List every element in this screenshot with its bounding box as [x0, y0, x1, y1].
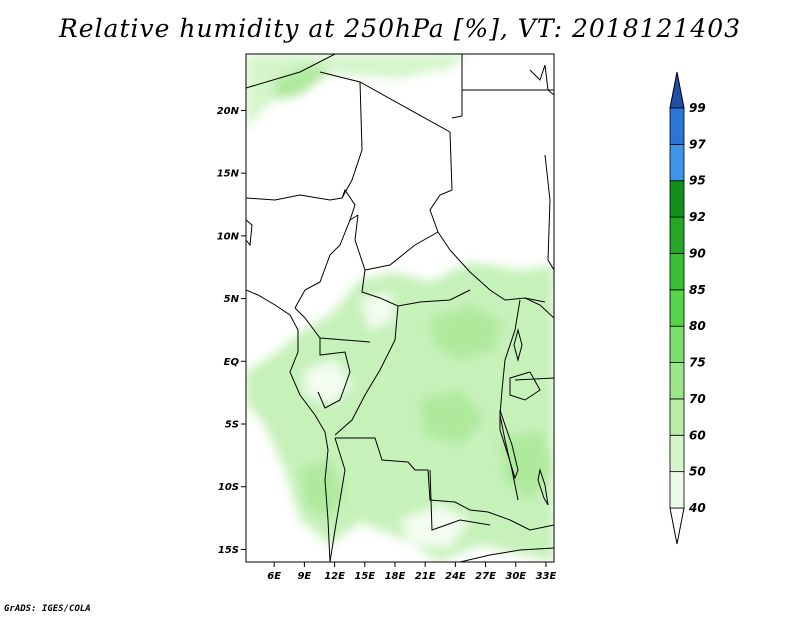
colorbar-segment	[669, 216, 685, 254]
coastline-west	[246, 289, 331, 562]
colorbar-segment	[669, 362, 685, 400]
border-tanzania	[514, 377, 554, 381]
border-sudan-ethiopia	[544, 154, 554, 271]
colorbar-segment	[669, 398, 685, 436]
lake-albert	[513, 328, 523, 362]
lake-tanganyika	[499, 409, 519, 480]
lat-tick-label: 10S	[218, 482, 239, 493]
colorbar-level-label: 99	[689, 101, 706, 115]
lat-tick-label: 5N	[224, 294, 240, 305]
border-chad-car	[354, 214, 439, 271]
humidity-field	[246, 54, 554, 562]
grads-credit: GrADS: IGES/COLA	[4, 604, 91, 614]
colorbar-level-label: 90	[689, 246, 706, 260]
border-nigeria-cameroon	[294, 219, 351, 309]
colorbar-level-label: 60	[689, 428, 706, 442]
humidity-area-gap-3	[360, 292, 395, 330]
border-niger-chad	[341, 81, 363, 199]
colorbar-level-label: 40	[688, 501, 706, 515]
colorbar-level-label: 70	[689, 392, 706, 406]
border-congo-drc	[334, 305, 399, 436]
colorbar-segment	[669, 253, 685, 291]
humidity-area-central	[246, 262, 554, 562]
colorbar-level-label: 92	[689, 210, 706, 224]
humidity-area-gap-1	[305, 360, 352, 405]
colorbar-segment	[669, 434, 685, 473]
border-zambia-malawi	[487, 511, 554, 531]
longitude-axis: 6E 9E 12E 15E 18E 21E 24E 27E 30E 33E	[267, 562, 556, 582]
humidity-area-high-5	[275, 65, 330, 100]
lat-tick-label: 15S	[218, 545, 239, 556]
colorbar-level-label: 95	[689, 174, 706, 188]
lat-tick-label: 5S	[225, 420, 239, 431]
red-sea-coast	[529, 64, 554, 96]
border-angola-namibia	[329, 437, 346, 562]
border-drc-angola	[335, 437, 489, 513]
lon-tick-label: 33E	[536, 571, 557, 582]
colorbar-legend: 40 50 60 70 75 80 85 90 92 95 97 99	[669, 71, 706, 545]
border-niger-nigeria	[246, 194, 343, 201]
colorbar-min-arrow	[669, 507, 685, 545]
latitude-axis: 20N 15N 10N 5N EQ 5S 10S 15S	[217, 106, 246, 556]
colorbar-level-label: 85	[689, 283, 706, 297]
lon-tick-label: 6E	[267, 571, 281, 582]
lon-tick-label: 24E	[445, 571, 466, 582]
border-lake-chad	[341, 188, 359, 222]
colorbar-level-label: 97	[689, 137, 706, 151]
colorbar-segment	[669, 289, 685, 327]
humidity-area-high-2	[420, 390, 485, 445]
border-chad-sudan	[429, 189, 453, 233]
lat-tick-label: 20N	[217, 106, 240, 117]
lat-tick-label: 10N	[217, 231, 240, 242]
colorbar-segment	[669, 471, 685, 509]
country-borders	[246, 54, 554, 562]
border-uganda-kenya	[524, 297, 554, 319]
map-frame	[245, 53, 555, 563]
lat-tick-label: EQ	[224, 357, 240, 368]
colorbar-segment	[669, 143, 685, 182]
lon-tick-label: 30E	[505, 571, 526, 582]
border-gabon	[317, 338, 351, 409]
map-title: Relative humidity at 250hPa [%], VT: 201…	[58, 14, 742, 43]
colorbar-max-arrow	[669, 71, 685, 109]
colorbar-level-label: 50	[689, 465, 706, 479]
humidity-area-high-4	[500, 430, 554, 500]
border-zambia-zimbabwe	[459, 547, 554, 562]
lon-tick-label: 27E	[475, 571, 496, 582]
humidity-area-gap-2	[400, 505, 470, 548]
lon-tick-label: 12E	[324, 571, 345, 582]
humidity-area-high-1	[430, 305, 500, 360]
lake-victoria	[509, 371, 541, 401]
colorbar-level-label: 80	[689, 319, 706, 333]
lat-tick-label: 15N	[217, 169, 240, 180]
colorbar-segment	[669, 180, 685, 218]
colorbar-level-label: 75	[689, 356, 706, 370]
lon-tick-label: 18E	[385, 571, 406, 582]
colorbar-segment	[669, 325, 685, 363]
border-libya-egypt	[451, 54, 463, 119]
lake-volta-west	[246, 219, 253, 247]
lon-tick-label: 21E	[415, 571, 436, 582]
lake-malawi	[537, 468, 549, 506]
lon-tick-label: 15E	[354, 571, 375, 582]
colorbar-segment	[669, 107, 685, 145]
border-chad-libya	[319, 71, 453, 191]
humidity-area-high-3	[300, 460, 345, 520]
lon-tick-label: 9E	[297, 571, 311, 582]
border-libya-niger	[246, 54, 336, 89]
border-angola-zambia	[429, 469, 491, 531]
